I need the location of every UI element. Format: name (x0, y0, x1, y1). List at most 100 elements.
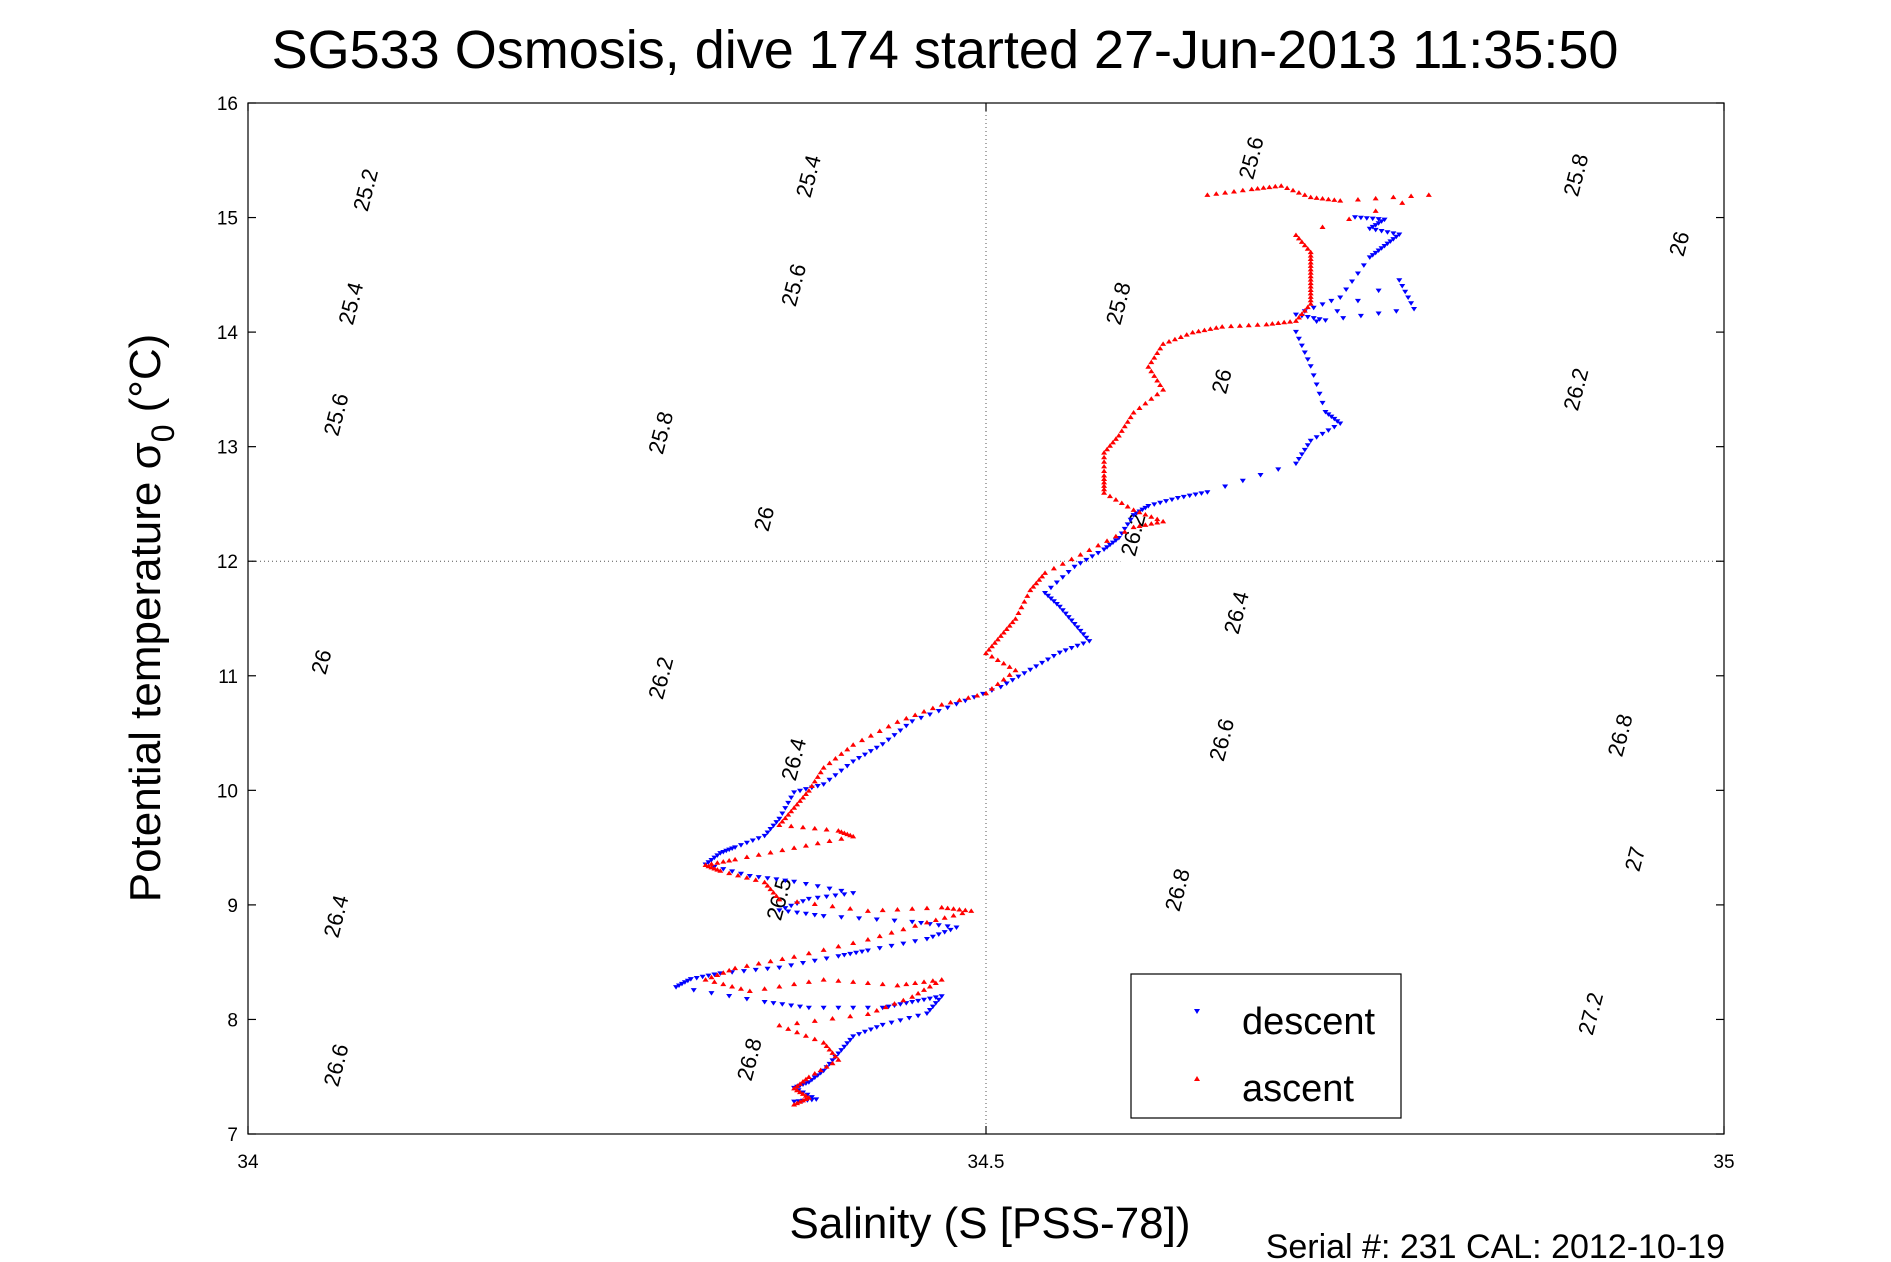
ascent-point (1142, 512, 1149, 517)
ascent-point (876, 933, 883, 939)
ascent-point (921, 987, 928, 992)
ascent-point (864, 1011, 871, 1016)
ascent-point (1151, 355, 1158, 360)
descent-point (1139, 507, 1146, 513)
descent-point (1363, 216, 1370, 221)
ascent-point (850, 979, 857, 984)
descent-point (773, 877, 780, 882)
descent-point (1378, 246, 1385, 251)
ascent-point (802, 843, 809, 848)
descent-point (1077, 561, 1084, 566)
ascent-point (1018, 604, 1025, 610)
ascent-point (867, 733, 874, 738)
descent-point (1027, 667, 1034, 673)
ascent-point (1281, 319, 1288, 325)
ascent-point (782, 815, 789, 821)
descent-point (776, 816, 783, 822)
ascent-point (894, 719, 901, 724)
descent-point (1402, 289, 1409, 295)
descent-point (678, 981, 685, 987)
ascent-point (929, 705, 936, 711)
ascent-point (817, 1067, 824, 1073)
descent-point (888, 943, 895, 949)
ascent-point (755, 852, 762, 857)
descent-point (711, 972, 718, 978)
descent-point (1369, 224, 1376, 230)
descent-point (1101, 547, 1108, 553)
descent-point (1127, 517, 1134, 523)
ascent-point (959, 910, 966, 916)
ascent-point (1106, 443, 1113, 448)
descent-point (838, 888, 845, 894)
descent-point (838, 768, 845, 774)
descent-point (832, 773, 839, 778)
descent-point (844, 1041, 851, 1046)
descent-point (1295, 336, 1302, 342)
descent-point (723, 848, 730, 854)
descent-point (814, 783, 821, 789)
ascent-point (1295, 314, 1302, 320)
ascent-point (1425, 192, 1432, 197)
descent-point (929, 934, 936, 940)
ascent-point (1204, 192, 1211, 197)
descent-point (726, 847, 733, 853)
descent-point (1354, 298, 1361, 304)
ascent-point (1189, 329, 1196, 335)
descent-point (1109, 540, 1116, 546)
descent-point (764, 876, 771, 881)
descent-point (1334, 309, 1341, 314)
ascent-point (1115, 432, 1122, 438)
descent-point (897, 728, 904, 734)
ascent-point (1015, 610, 1022, 616)
ascent-point (811, 778, 818, 784)
ascent-point (761, 986, 768, 991)
descent-point (835, 954, 842, 959)
ascent-point (894, 906, 901, 912)
descent-point (776, 965, 783, 971)
descent-point (1056, 650, 1063, 656)
ascent-point (879, 981, 886, 987)
descent-point (1130, 513, 1137, 518)
ascent-point (820, 1040, 827, 1045)
ascent-point (1171, 336, 1178, 342)
svg-text:26: 26 (1664, 229, 1694, 259)
ascent-point (794, 1020, 801, 1026)
descent-point (1369, 216, 1376, 222)
ascent-point (823, 827, 830, 832)
ascent-point (1236, 323, 1243, 328)
descent-point (903, 1001, 910, 1006)
descent-point (1316, 317, 1323, 322)
ascent-point (938, 904, 945, 910)
ascent-point (826, 760, 833, 766)
descent-point (953, 702, 960, 707)
descent-point (891, 918, 898, 924)
ascent-point (791, 845, 798, 850)
descent-point (720, 867, 727, 872)
descent-point (1325, 412, 1332, 417)
ascent-point (717, 868, 724, 873)
descent-point (826, 886, 833, 892)
descent-point (1405, 295, 1412, 300)
ascent-point (1039, 573, 1046, 579)
ascent-point (1160, 518, 1167, 524)
descent-point (811, 958, 818, 964)
ascent-point (1292, 318, 1299, 323)
ascent-point (1109, 439, 1116, 445)
descent-point (1174, 495, 1181, 501)
ascent-point (1024, 593, 1031, 598)
descent-point (799, 961, 806, 966)
ascent-point (791, 1085, 798, 1091)
descent-point (1198, 491, 1205, 496)
y-tick-label: 12 (217, 552, 238, 573)
descent-point (1408, 301, 1415, 306)
descent-point (767, 827, 774, 832)
ascent-point (797, 798, 804, 803)
descent-point (841, 892, 848, 897)
descent-point (1168, 497, 1175, 503)
ascent-point (761, 879, 768, 885)
ascent-point (1006, 672, 1013, 677)
descent-point (720, 849, 727, 855)
descent-point (693, 975, 700, 981)
ascent-point (1207, 326, 1214, 331)
ascent-point (997, 633, 1004, 638)
